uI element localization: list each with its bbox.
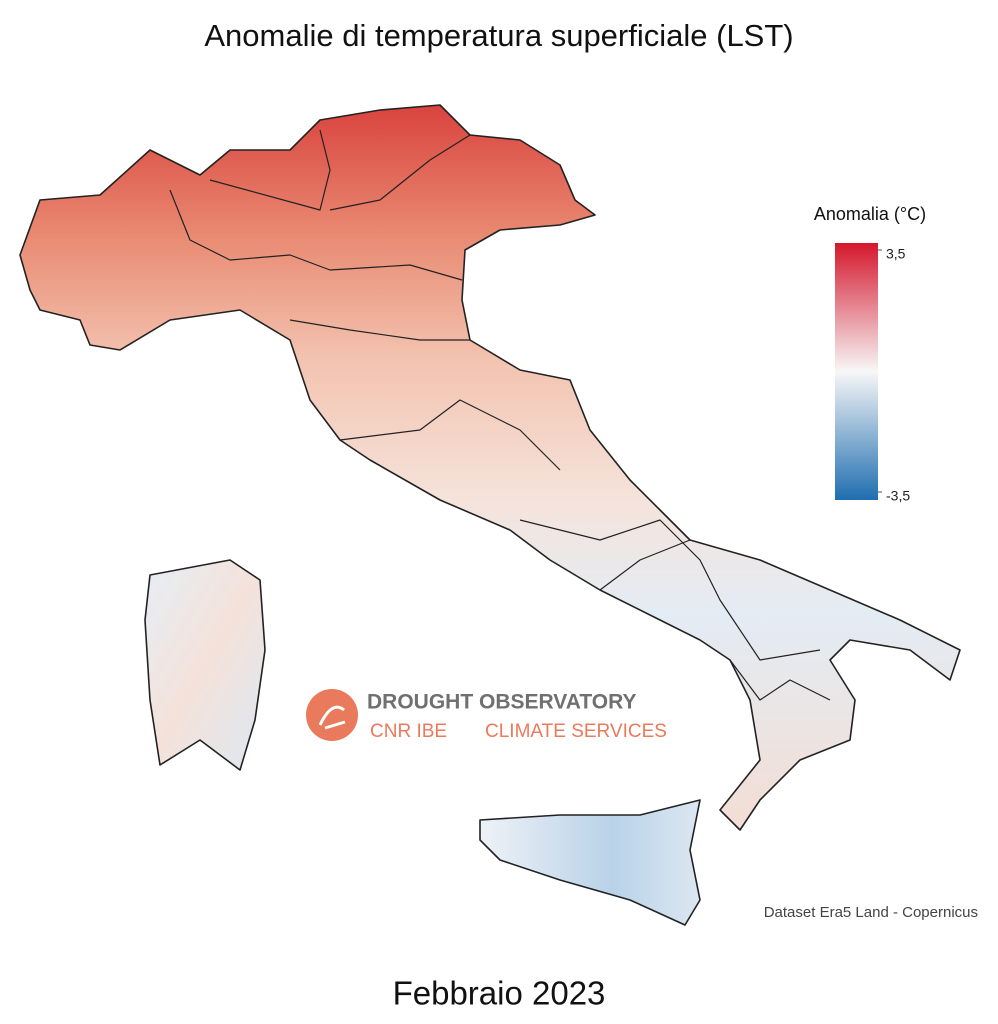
sardinia [144,559,266,771]
sicily [479,799,701,926]
legend: Anomalia (°C) 3,5 -3,5 [814,204,926,504]
credit: Dataset Era5 Land - Copernicus [764,904,978,921]
legend-tick-label: 3,5 [886,246,906,262]
logo-name: DROUGHT OBSERVATORY [367,691,637,714]
logo-org: CNR IBE [370,721,447,742]
logo-icon [306,689,358,741]
subtitle: Febbraio 2023 [393,975,606,1012]
regions [19,104,961,926]
legend-title: Anomalia (°C) [814,204,926,224]
legend-tick-label: -3,5 [886,488,910,504]
logo-glyph [318,705,346,730]
logo-unit: CLIMATE SERVICES [485,721,667,742]
region-borders [169,129,831,701]
logo: DROUGHT OBSERVATORY CNR IBE CLIMATE SERV… [306,689,667,742]
map-title: Anomalie di temperatura superficiale (LS… [204,18,793,53]
legend-colorbar [835,243,878,500]
